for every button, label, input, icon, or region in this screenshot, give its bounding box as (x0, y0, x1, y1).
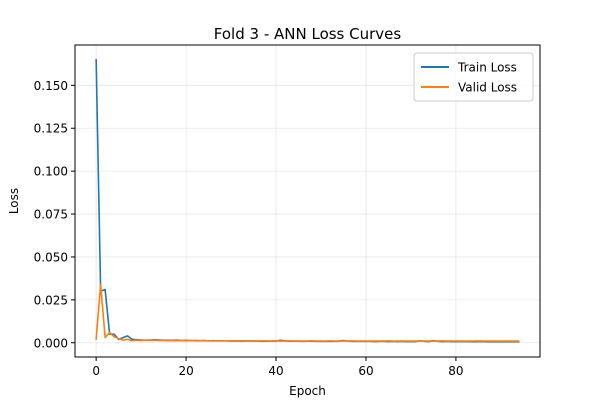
y-tick-label: 0.125 (34, 122, 68, 136)
y-axis-ticks: 0.000 0.025 0.050 0.075 0.100 0.125 0.150 (34, 79, 75, 350)
series-line-valid-loss (95, 283, 520, 342)
chart-title: Fold 3 - ANN Loss Curves (214, 25, 402, 43)
y-tick-label: 0.000 (34, 336, 68, 350)
y-axis-label: Loss (7, 188, 21, 214)
x-tick-label: 20 (178, 364, 193, 378)
x-axis-label: Epoch (289, 384, 326, 398)
axes-frame (74, 44, 541, 358)
legend: Train Loss Valid Loss (413, 52, 534, 102)
y-tick-label: 0.075 (34, 208, 68, 222)
y-tick-label: 0.150 (34, 79, 68, 93)
legend-box (413, 52, 534, 102)
grid (75, 45, 540, 357)
x-axis-ticks: 0 20 40 60 80 (92, 357, 464, 378)
x-tick-label: 40 (268, 364, 283, 378)
y-tick-label: 0.050 (34, 250, 68, 264)
series-layer (95, 58, 520, 343)
x-tick-label: 0 (92, 364, 100, 378)
legend-label-train-loss: Train Loss (457, 61, 517, 75)
x-tick-label: 80 (448, 364, 463, 378)
y-tick-label: 0.100 (34, 165, 68, 179)
y-tick-label: 0.025 (34, 293, 68, 307)
x-tick-label: 60 (358, 364, 373, 378)
legend-label-valid-loss: Valid Loss (458, 81, 517, 95)
